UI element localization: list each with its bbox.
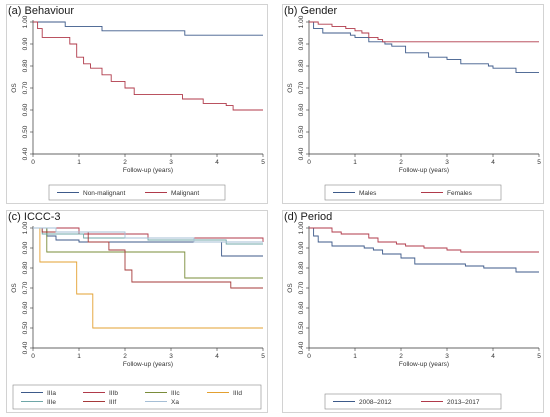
legend-label: Females (447, 190, 473, 197)
y-tick-label: 0.60 (22, 301, 29, 314)
y-tick-label: 0.80 (298, 59, 305, 72)
x-tick-label: 3 (169, 353, 173, 360)
y-axis-label: OS (11, 83, 18, 93)
legend-label: Xa (171, 399, 179, 406)
legend-box (12, 384, 262, 410)
legend-label: IIId (233, 390, 242, 397)
x-axis-label: Follow-up (years) (123, 167, 173, 174)
panel-title: (d) Period (284, 211, 332, 223)
y-axis-label: OS (11, 283, 18, 293)
series-line-Males (309, 21, 539, 74)
y-tick-label: 0.50 (298, 125, 305, 138)
panel-title: (a) Behaviour (8, 5, 74, 17)
x-axis-label: Follow-up (years) (123, 361, 173, 368)
x-tick-label: 0 (307, 159, 311, 166)
x-tick-label: 5 (537, 159, 541, 166)
series-line-Xa (33, 227, 263, 243)
y-tick-label: 0.40 (22, 147, 29, 160)
y-axis-label: OS (287, 283, 294, 293)
x-tick-label: 5 (261, 353, 265, 360)
x-tick-label: 0 (307, 353, 311, 360)
y-axis-label: OS (287, 83, 294, 93)
km-panel-1: (a) Behaviour 0.40 0.50 0.60 0.70 0.80 0.90 1.0… (6, 4, 268, 204)
x-tick-label: 4 (215, 159, 219, 166)
y-tick-label: 0.70 (298, 81, 305, 94)
legend-box (324, 393, 502, 410)
x-axis-label: Follow-up (years) (399, 361, 449, 368)
y-tick-label: 0.70 (22, 81, 29, 94)
series-line-IIIb (33, 227, 264, 242)
series-line-2013–2017 (309, 227, 539, 253)
y-tick-label: 0.70 (22, 281, 29, 294)
x-tick-label: 2 (399, 159, 403, 166)
y-tick-label: 0.60 (298, 301, 305, 314)
x-axis-label: Follow-up (years) (399, 167, 449, 174)
y-tick-label: 0.50 (298, 321, 305, 334)
legend-label: 2008–2012 (359, 399, 392, 406)
series-line-2008–2012 (309, 227, 539, 273)
x-tick-label: 2 (399, 353, 403, 360)
x-tick-label: 4 (491, 159, 495, 166)
legend-label: 2013–2017 (447, 399, 480, 406)
y-tick-label: 0.80 (22, 59, 29, 72)
y-tick-label: 0.80 (22, 261, 29, 274)
y-tick-label: 1.00 (22, 15, 29, 28)
legend-box (48, 184, 226, 201)
y-tick-label: 0.50 (22, 321, 29, 334)
y-tick-label: 0.70 (298, 281, 305, 294)
y-tick-label: 0.60 (22, 103, 29, 116)
x-tick-label: 1 (77, 353, 81, 360)
legend-label: IIIf (109, 399, 116, 406)
y-tick-label: 0.90 (298, 37, 305, 50)
x-tick-label: 0 (31, 353, 35, 360)
x-tick-label: 2 (123, 159, 127, 166)
x-tick-label: 0 (31, 159, 35, 166)
x-tick-label: 5 (537, 353, 541, 360)
x-tick-label: 4 (215, 353, 219, 360)
y-tick-label: 0.90 (298, 241, 305, 254)
panel-frame (6, 210, 268, 413)
x-tick-label: 4 (491, 353, 495, 360)
legend-label: Males (359, 190, 377, 197)
y-tick-label: 0.40 (22, 341, 29, 354)
series-line-IIIf (33, 227, 263, 289)
series-line-Malignant (33, 21, 263, 111)
legend-label: IIIb (109, 390, 118, 397)
y-tick-label: 0.40 (298, 147, 305, 160)
x-tick-label: 5 (261, 159, 265, 166)
x-tick-label: 1 (77, 159, 81, 166)
km-panel-2: (b) Gender 0.40 0.50 0.60 0.70 0.80 0.90 1.00 0 1… (282, 4, 544, 204)
panel-title: (b) Gender (284, 5, 338, 17)
y-tick-label: 0.80 (298, 261, 305, 274)
legend-label: Non-malignant (83, 190, 125, 197)
series-line-Females (309, 21, 539, 43)
legend-label: IIIc (171, 390, 180, 397)
km-panel-3: (c) ICCC-3 0.40 0.50 0.60 0.70 0.80 0.90 1.00 0 1… (6, 210, 268, 413)
legend-box (324, 184, 502, 201)
legend-label: Malignant (171, 190, 199, 197)
x-tick-label: 2 (123, 353, 127, 360)
x-tick-label: 3 (169, 159, 173, 166)
y-tick-label: 0.40 (298, 341, 305, 354)
series-line-Non-malignant (33, 21, 263, 36)
y-tick-label: 0.60 (298, 103, 305, 116)
series-line-IIId (33, 227, 263, 329)
x-tick-label: 1 (353, 159, 357, 166)
km-panel-4: (d) Period 0.40 0.50 0.60 0.70 0.80 0.90 1.00 0 1… (282, 210, 544, 413)
x-tick-label: 1 (353, 353, 357, 360)
legend-label: IIIe (47, 399, 56, 406)
y-tick-label: 1.00 (22, 221, 29, 234)
x-tick-label: 3 (445, 159, 449, 166)
y-tick-label: 0.90 (22, 37, 29, 50)
y-tick-label: 1.00 (298, 221, 305, 234)
panel-frame (282, 210, 544, 413)
panel-frame (282, 4, 544, 204)
y-tick-label: 0.50 (22, 125, 29, 138)
panel-title: (c) ICCC-3 (8, 211, 61, 223)
x-tick-label: 3 (445, 353, 449, 360)
legend-label: IIIa (47, 390, 56, 397)
y-tick-label: 0.90 (22, 241, 29, 254)
y-tick-label: 1.00 (298, 15, 305, 28)
